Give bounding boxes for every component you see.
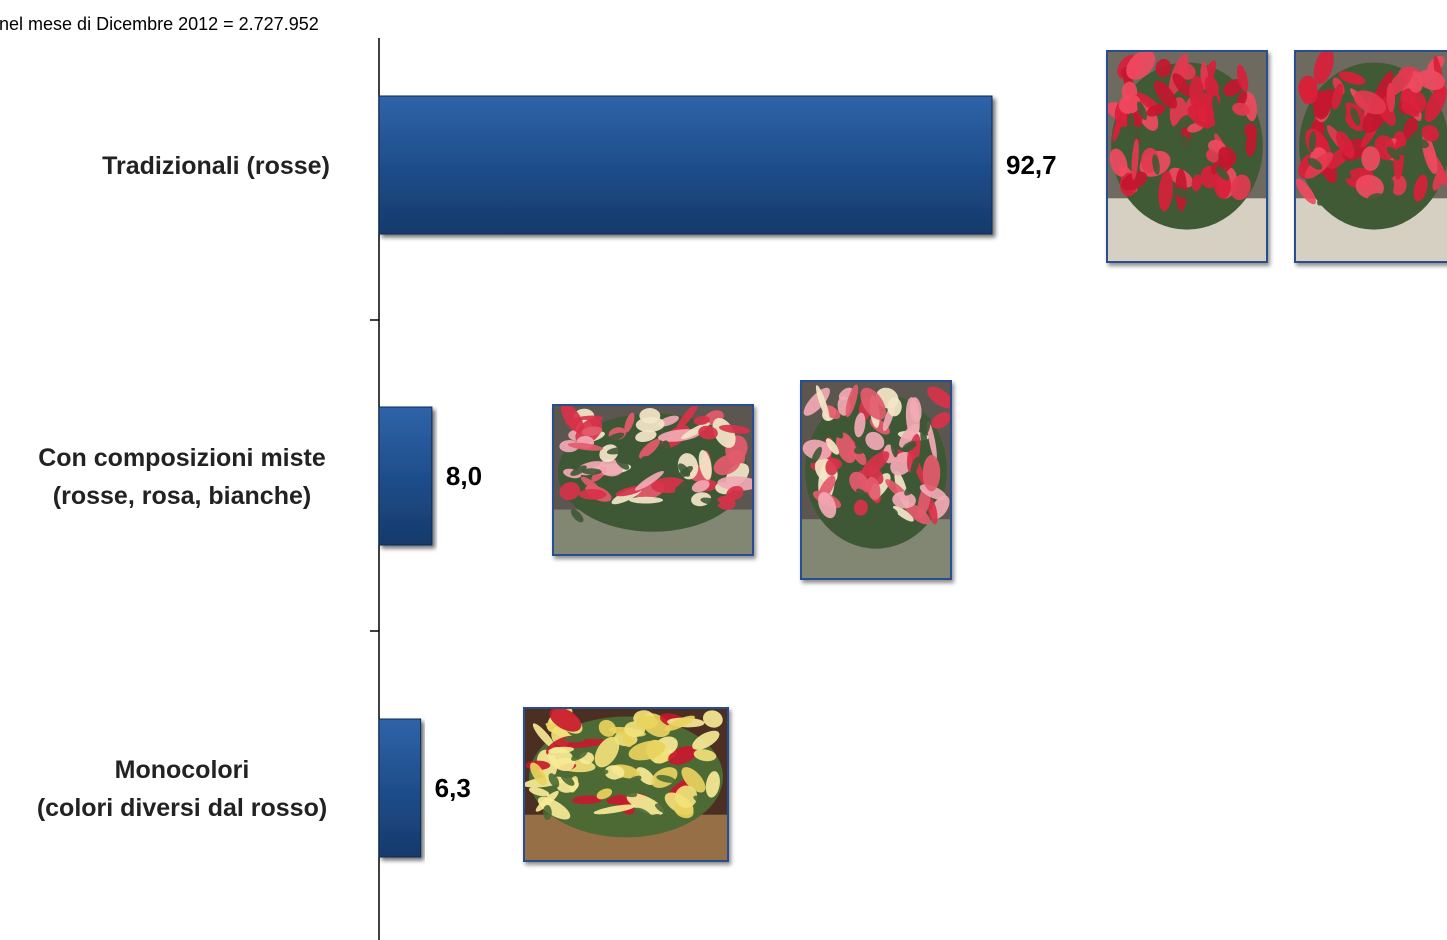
mixed-poinsettia-photo-1 xyxy=(552,404,754,556)
bar-value-label-0: 92,7 xyxy=(1006,150,1057,180)
bar-0 xyxy=(378,95,993,235)
category-label-0-line-0: Tradizionali (rosse) xyxy=(102,152,330,180)
red-poinsettia-photo-2 xyxy=(1294,50,1447,263)
red-poinsettia-photo-1 xyxy=(1106,50,1268,263)
chart-title: ALE nel mese di Dicembre 2012 = 2.727.95… xyxy=(0,14,319,34)
category-label-1-line-1: (rosse, rosa, bianche) xyxy=(53,482,311,510)
category-label-2-line-0: Monocolori xyxy=(115,756,250,784)
yellow-poinsettia-photo xyxy=(523,707,729,862)
bar-1 xyxy=(378,406,433,546)
category-label-2-line-1: (colori diversi dal rosso) xyxy=(37,794,327,822)
mixed-poinsettia-photo-2 xyxy=(800,380,952,580)
category-label-1-line-0: Con composizioni miste xyxy=(38,444,326,472)
bar-2 xyxy=(378,718,422,858)
bar-value-label-2: 6,3 xyxy=(435,773,471,803)
bar-value-label-1: 8,0 xyxy=(446,461,482,491)
